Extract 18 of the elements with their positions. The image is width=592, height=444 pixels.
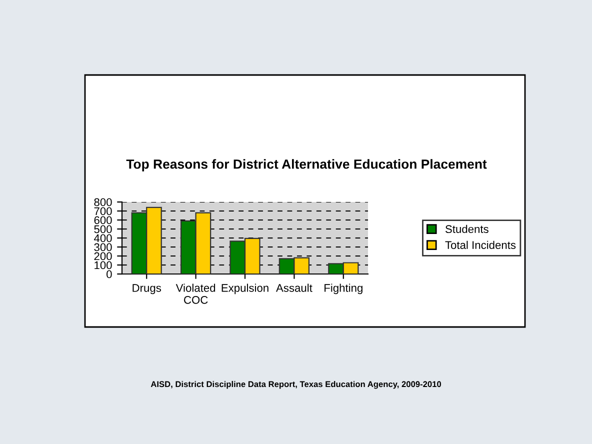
x-tick-label: Drugs xyxy=(132,284,162,294)
y-tick-label: 0 xyxy=(106,270,112,278)
x-tick-label: Expulsion xyxy=(222,284,268,294)
legend-label: Students xyxy=(445,224,488,234)
y-tick-label: 100 xyxy=(94,261,112,270)
x-tick-label: Assault xyxy=(276,284,312,292)
x-tick-label: Fighting xyxy=(324,284,362,294)
x-tick-label: Violated COC xyxy=(176,284,216,304)
y-tick-label: 800 xyxy=(94,198,112,206)
y-tick-label: 300 xyxy=(94,243,112,252)
y-tick-label: 500 xyxy=(94,225,112,234)
y-tick-label: 600 xyxy=(94,216,112,224)
y-tick-label: 700 xyxy=(94,207,112,216)
text: AISD, District Discipline Data Report, Texas Education Agency, 2009-2010 xyxy=(150,380,442,389)
y-tick-label: 400 xyxy=(94,234,112,242)
legend-label: Total Incidents xyxy=(445,240,516,249)
y-tick-label: 200 xyxy=(94,252,112,260)
chart-title: Top Reasons for District Alternative Education Placement xyxy=(126,159,487,172)
